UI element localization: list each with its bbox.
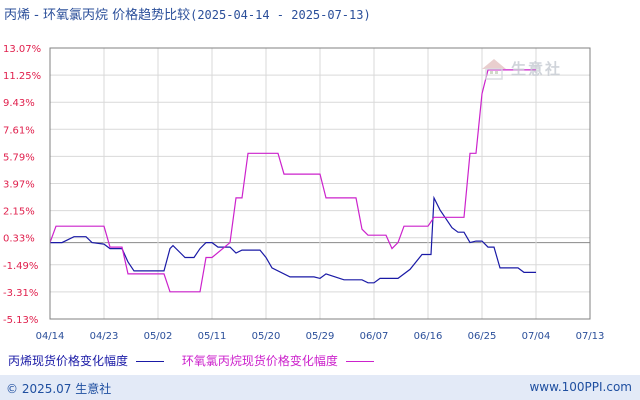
legend-swatch-propylene: [136, 361, 165, 362]
series-lines: [49, 69, 536, 293]
y-tick-label: 3.97%: [3, 180, 35, 191]
x-tick-label: 04/14: [36, 331, 65, 342]
legend-item-epichlorohydrin: 环氧氯丙烷现货价格变化幅度: [182, 352, 374, 369]
y-tick-label: -1.49%: [3, 261, 38, 272]
watermark-text: 生意社: [511, 60, 563, 78]
plot-frame: [49, 47, 591, 320]
legend-label-epichlorohydrin: 环氧氯丙烷现货价格变化幅度: [181, 354, 338, 368]
x-tick-label: 07/04: [522, 331, 551, 342]
x-tick-label: 05/11: [198, 331, 227, 342]
x-tick-label: 04/23: [90, 331, 119, 342]
y-tick-label: 13.07%: [3, 44, 41, 55]
y-tick-label: 11.25%: [3, 71, 41, 82]
series-line-propylene: [50, 195, 536, 284]
footer-bar: © 2025.07 生意社 www.100PPI.com: [0, 375, 640, 400]
y-axis-labels: 13.07% 11.25% 9.43% 7.61% 5.79% 3.97% 2.15% 0.3…: [3, 44, 41, 326]
y-tick-label: -3.31%: [3, 288, 38, 299]
x-tick-label: 06/07: [360, 331, 389, 342]
grid-lines: [50, 48, 590, 319]
legend-swatch-epichlorohydrin: [345, 361, 374, 362]
copyright-text: © 2025.07 生意社: [6, 382, 112, 396]
x-tick-label: 07/13: [576, 331, 605, 342]
legend-item-propylene: 丙烯现货价格变化幅度: [8, 352, 165, 369]
legend: 丙烯现货价格变化幅度 环氧氯丙烷现货价格变化幅度: [8, 352, 388, 369]
x-axis-labels: 04/14 04/23 05/02 05/11 05/20 05/29 06/07 06/16…: [36, 331, 605, 342]
x-tick-label: 05/02: [144, 331, 173, 342]
y-tick-label: 2.15%: [3, 207, 35, 218]
watermark-logo: 生意社: [481, 57, 591, 83]
x-tick-label: 06/25: [468, 331, 497, 342]
x-tick-label: 05/29: [306, 331, 335, 342]
chart-date-range: (2025-04-14 - 2025-07-13): [190, 8, 371, 22]
series-line-epichlorohydrin: [49, 69, 536, 293]
house-icon: [482, 59, 506, 80]
x-tick-label: 06/16: [414, 331, 443, 342]
chart-title-text: 丙烯 - 环氧氯丙烷 价格趋势比较: [4, 8, 191, 23]
chart-title: 丙烯 - 环氧氯丙烷 价格趋势比较(2025-04-14 - 2025-07-1…: [4, 4, 371, 23]
y-tick-label: 0.33%: [3, 234, 35, 245]
legend-label-propylene: 丙烯现货价格变化幅度: [8, 354, 129, 368]
x-tick-label: 05/20: [252, 331, 281, 342]
y-tick-label: 9.43%: [3, 98, 35, 109]
y-tick-label: -5.13%: [3, 315, 38, 326]
footer-url-link[interactable]: www.100PPI.com: [529, 380, 632, 394]
y-tick-label: 7.61%: [3, 125, 35, 136]
y-tick-label: 5.79%: [3, 152, 35, 163]
